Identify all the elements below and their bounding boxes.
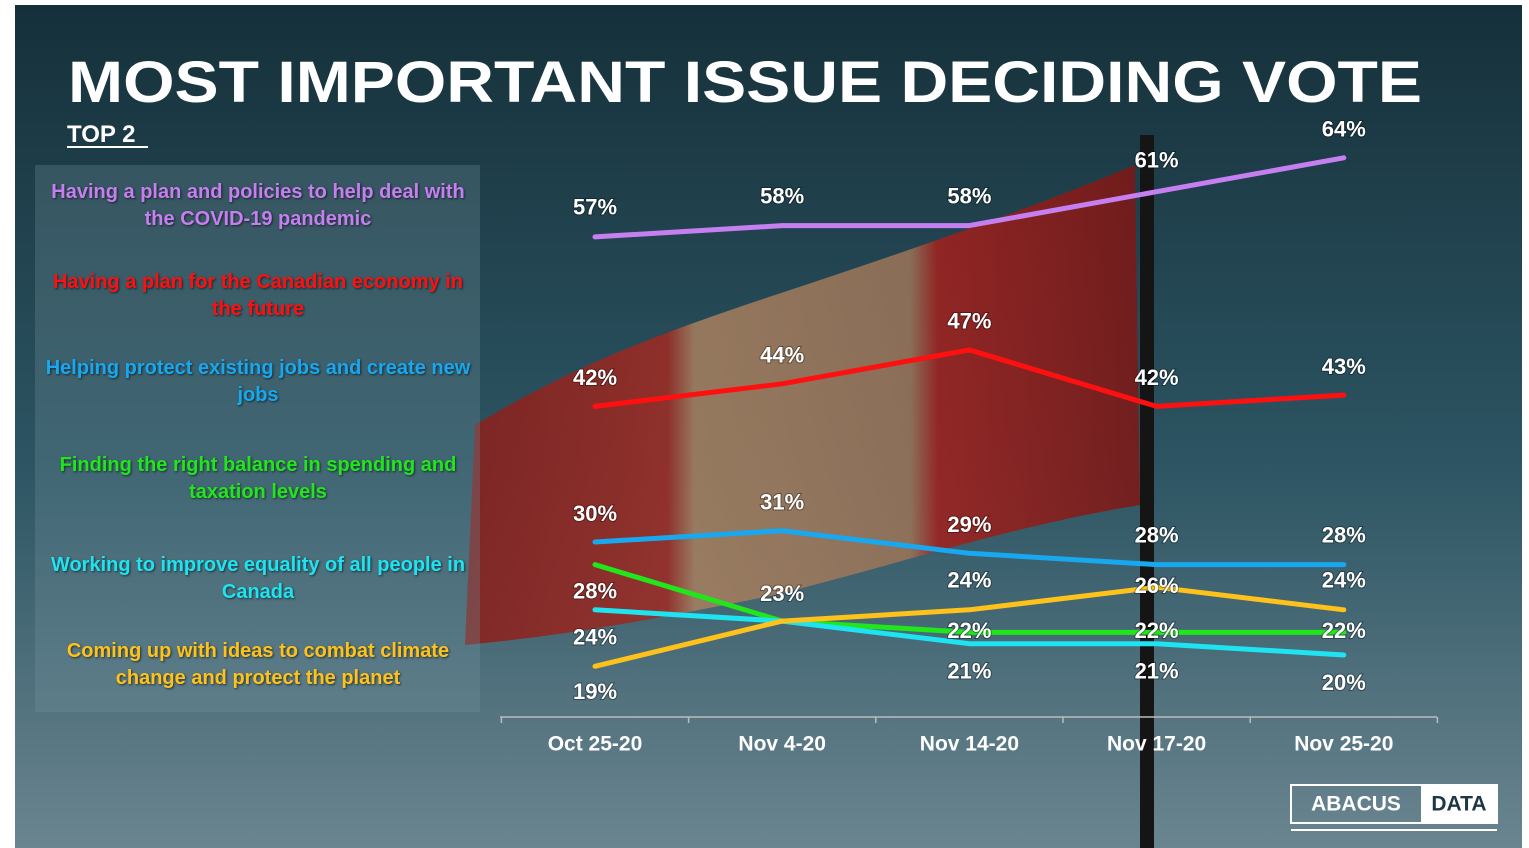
data-label: 24% — [1322, 568, 1366, 593]
data-label: 22% — [1135, 618, 1179, 643]
x-tick-label: Nov 4-20 — [738, 733, 826, 756]
data-label: 29% — [947, 512, 991, 537]
data-label: 58% — [947, 183, 991, 208]
data-label: 28% — [573, 578, 617, 603]
legend-entry: Working to improve equality of all peopl… — [50, 554, 466, 603]
chart: MOST IMPORTANT ISSUE DECIDING VOTE TOP 2… — [15, 5, 1522, 848]
data-label: 20% — [1322, 670, 1366, 695]
data-label: 21% — [1135, 659, 1179, 684]
logo: ABACUS DATA — [1290, 784, 1498, 831]
series-line — [592, 347, 1347, 409]
data-label: 22% — [1322, 618, 1366, 643]
data-label: 22% — [947, 618, 991, 643]
legend-entry: Having a plan and policies to help deal … — [51, 181, 465, 230]
data-label: 44% — [760, 343, 804, 368]
data-label: 47% — [947, 309, 991, 334]
data-label: 31% — [760, 490, 804, 515]
x-tick-label: Nov 25-20 — [1294, 733, 1393, 756]
data-label: 30% — [573, 501, 617, 526]
legend-entry: Coming up with ideas to combat climate c… — [66, 640, 450, 689]
data-label: 43% — [1322, 354, 1366, 379]
logo-text: ABACUS — [1311, 793, 1401, 816]
series-line — [592, 155, 1347, 240]
flag-decoration — [465, 165, 1140, 645]
data-label: 42% — [1135, 365, 1179, 390]
data-label: 24% — [947, 568, 991, 593]
data-label: 23% — [760, 581, 804, 606]
slide: MOST IMPORTANT ISSUE DECIDING VOTE TOP 2… — [15, 5, 1522, 848]
chart-subtitle: TOP 2 — [67, 121, 135, 148]
legend: Having a plan and policies to help deal … — [35, 165, 480, 712]
series-line — [592, 607, 1347, 658]
x-tick-label: Nov 14-20 — [920, 733, 1019, 756]
legend-entry: Having a plan for the Canadian economy i… — [52, 271, 464, 320]
chart-title: MOST IMPORTANT ISSUE DECIDING VOTE — [68, 50, 1422, 115]
data-label: 19% — [573, 679, 617, 704]
logo-fill — [1421, 785, 1497, 823]
data-label: 26% — [1135, 573, 1179, 598]
legend-entry: Helping protect existing jobs and create… — [45, 357, 471, 406]
series-line — [592, 528, 1347, 568]
data-label: 61% — [1135, 148, 1179, 173]
data-label: 28% — [1322, 522, 1366, 547]
data-label: 57% — [573, 195, 617, 220]
x-tick-label: Nov 17-20 — [1107, 733, 1206, 756]
data-label: 24% — [573, 625, 617, 650]
flagpole — [1140, 135, 1154, 848]
data-label: 64% — [1322, 117, 1366, 142]
data-label: 21% — [947, 659, 991, 684]
data-label: 28% — [1135, 522, 1179, 547]
series-line — [592, 584, 1347, 669]
logo-text: DATA — [1431, 793, 1486, 816]
data-label: 58% — [760, 183, 804, 208]
data-label: 42% — [573, 365, 617, 390]
legend-entry: Finding the right balance in spending an… — [59, 454, 457, 503]
x-tick-label: Oct 25-20 — [548, 733, 643, 756]
series-line — [592, 562, 1347, 635]
